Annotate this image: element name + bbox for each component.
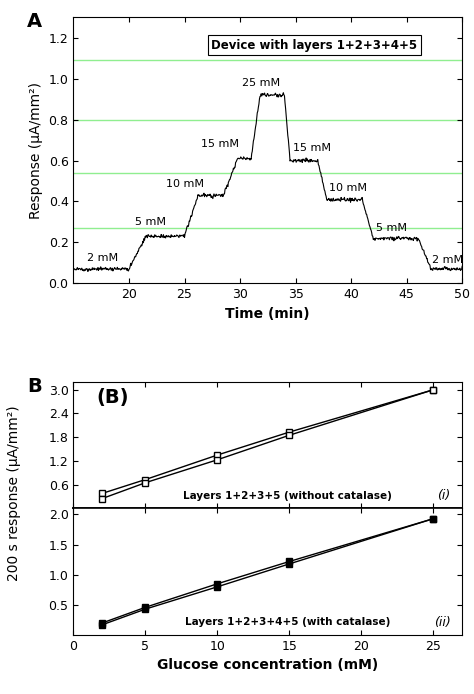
Text: 15 mM: 15 mM	[201, 139, 239, 149]
Text: 15 mM: 15 mM	[293, 144, 331, 153]
Text: (B): (B)	[97, 388, 129, 407]
Text: B: B	[27, 377, 42, 396]
Text: 2 mM: 2 mM	[87, 253, 118, 263]
Text: 25 mM: 25 mM	[242, 78, 281, 88]
Text: Layers 1+2+3+4+5 (with catalase): Layers 1+2+3+4+5 (with catalase)	[184, 618, 390, 627]
Text: 5 mM: 5 mM	[375, 223, 407, 233]
Text: 2 mM: 2 mM	[432, 255, 463, 265]
Text: 200 s response (μA/mm²): 200 s response (μA/mm²)	[7, 405, 21, 581]
Text: 10 mM: 10 mM	[165, 179, 204, 189]
Text: 10 mM: 10 mM	[329, 183, 367, 193]
Text: (i): (i)	[437, 489, 450, 502]
Text: Device with layers 1+2+3+4+5: Device with layers 1+2+3+4+5	[211, 39, 418, 51]
X-axis label: Glucose concentration (mM): Glucose concentration (mM)	[157, 659, 378, 672]
Y-axis label: Response (μA/mm²): Response (μA/mm²)	[29, 82, 43, 219]
Text: A: A	[27, 12, 42, 31]
X-axis label: Time (min): Time (min)	[226, 307, 310, 321]
Text: (ii): (ii)	[434, 616, 450, 629]
Text: 5 mM: 5 mM	[135, 217, 165, 227]
Text: Layers 1+2+3+5 (without catalase): Layers 1+2+3+5 (without catalase)	[183, 491, 392, 501]
